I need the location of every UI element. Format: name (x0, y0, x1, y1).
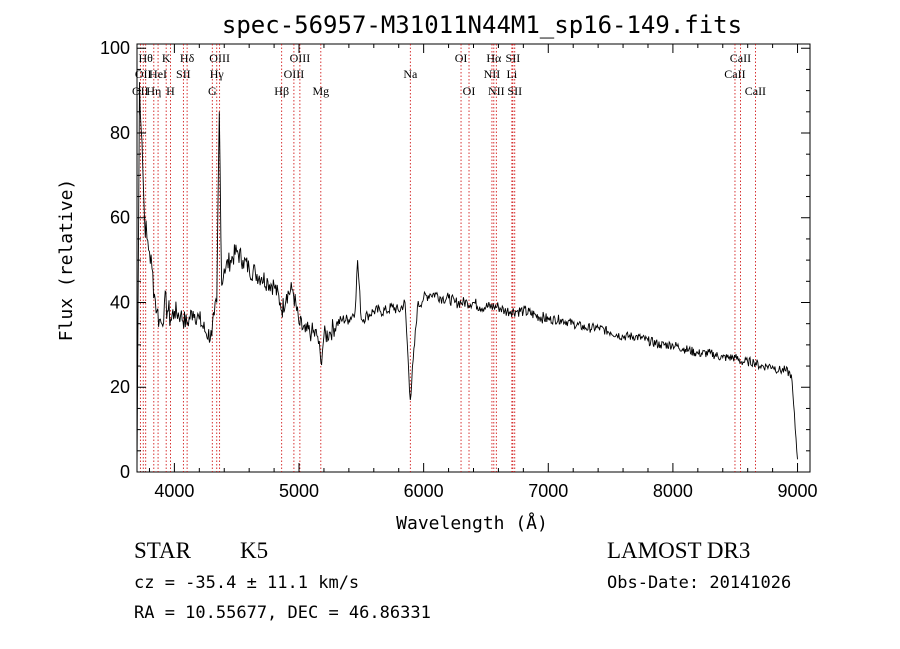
x-tick-label: 5000 (279, 481, 319, 501)
x-tick-label: 7000 (528, 481, 568, 501)
spectral-line-label: Hγ (210, 67, 225, 81)
spectral-line-label: OIII (290, 51, 311, 65)
spectral-line-label: NII (488, 84, 505, 98)
y-tick-label: 0 (120, 462, 130, 482)
spectral-line-label: H (166, 84, 175, 98)
spectral-line-label: Hη (146, 84, 161, 98)
spectral-line-label: OIII (209, 51, 230, 65)
x-tick-label: 9000 (778, 481, 818, 501)
spectrum-series-line (136, 82, 798, 473)
object-class: STAR (134, 538, 191, 563)
spectral-line-label: SII (506, 51, 521, 65)
spectral-line-label: Hθ (139, 51, 154, 65)
x-tick-label: 8000 (653, 481, 693, 501)
y-tick-label: 40 (110, 292, 130, 312)
spectral-line-label: NII (484, 67, 501, 81)
spectral-line-label: Na (403, 67, 418, 81)
spectral-line-label: K (162, 51, 171, 65)
y-tick-label: 80 (110, 123, 130, 143)
y-axis-label: Flux (relative) (56, 179, 77, 342)
spectral-line-label: Hβ (274, 84, 289, 98)
x-tick-label: 6000 (404, 481, 444, 501)
spectral-line-label: SII (176, 67, 191, 81)
y-tick-label: 20 (110, 377, 130, 397)
spectral-line-label: OII (135, 67, 152, 81)
spectral-line-label: Hα (486, 51, 502, 65)
spectral-line-label: OIII (284, 67, 305, 81)
spectral-line-label: CaII (724, 67, 745, 81)
y-tick-label: 60 (110, 208, 130, 228)
spectral-line-label: OI (455, 51, 468, 65)
spectral-line-label: CaII (745, 84, 766, 98)
x-axis-label: Wavelength (Å) (396, 512, 548, 534)
plot-frame (136, 43, 811, 473)
spectral-line-label: OI (463, 84, 476, 98)
observation-date: Obs-Date: 20141026 (607, 573, 792, 593)
x-tick-label: 4000 (154, 481, 194, 501)
coordinates: RA = 10.55677, DEC = 46.86331 (134, 603, 431, 623)
survey-name: LAMOST DR3 (607, 538, 751, 563)
subclass: K5 (240, 538, 269, 563)
spectral-line-label: Hδ (180, 51, 195, 65)
redshift-velocity: cz = -35.4 ± 11.1 km/s (134, 573, 360, 593)
spectral-line-label: Mg (312, 84, 329, 98)
spectral-line-label: HeI (149, 67, 167, 81)
spectral-line-label: CaII (730, 51, 751, 65)
y-tick-label: 100 (100, 38, 130, 58)
spectral-line-label: Li (507, 67, 518, 81)
chart-title: spec-56957-M31011N44M1_sp16-149.fits (222, 11, 742, 39)
spectral-line-label: G (208, 84, 217, 98)
spectral-line-label: SII (507, 84, 522, 98)
